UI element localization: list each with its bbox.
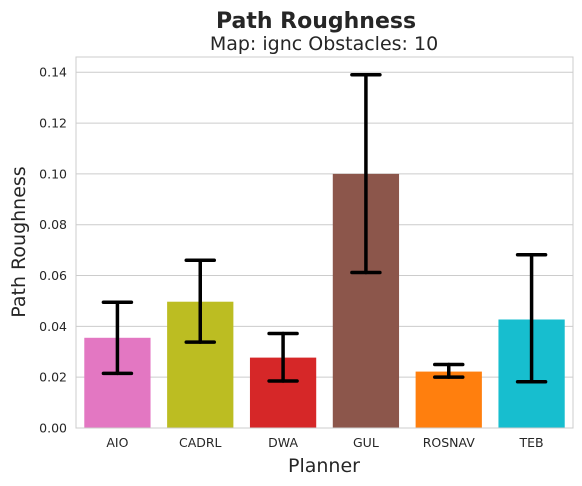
y-axis-label: Path Roughness xyxy=(8,166,30,317)
bar-rosnav xyxy=(415,371,482,428)
x-axis-label: Planner xyxy=(288,455,360,477)
error-bars xyxy=(101,73,548,384)
y-tick-label: 0.08 xyxy=(39,217,67,232)
y-axis-ticks: 0.00 0.02 0.04 0.06 0.08 0.10 0.12 0.14 xyxy=(39,65,67,436)
x-tick-label: TEB xyxy=(519,435,544,450)
x-tick-label: CADRL xyxy=(179,435,222,450)
gridlines xyxy=(76,71,573,378)
x-axis-ticks: AIO CADRL DWA GUL ROSNAV TEB xyxy=(106,435,543,450)
y-tick-label: 0.10 xyxy=(39,166,67,181)
y-tick-label: 0.14 xyxy=(39,65,67,80)
chart-subtitle: Map: ignc Obstacles: 10 xyxy=(210,33,438,55)
x-tick-label: ROSNAV xyxy=(423,435,476,450)
x-tick-label: DWA xyxy=(268,435,298,450)
y-tick-label: 0.04 xyxy=(39,319,67,334)
x-tick-label: AIO xyxy=(106,435,128,450)
x-tick-label: GUL xyxy=(353,435,379,450)
y-tick-label: 0.06 xyxy=(39,268,67,283)
y-tick-label: 0.12 xyxy=(39,116,67,131)
y-tick-label: 0.02 xyxy=(39,370,67,385)
y-tick-label: 0.00 xyxy=(39,421,67,436)
plot-frame xyxy=(75,56,574,429)
bars xyxy=(84,173,565,428)
chart-title: Path Roughness xyxy=(216,9,416,34)
